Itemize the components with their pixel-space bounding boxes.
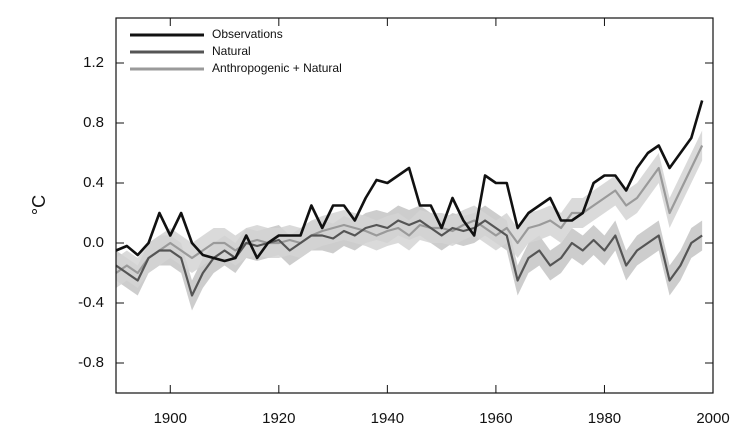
x-tick-label: 1960 <box>479 410 512 427</box>
x-tick-label: 2000 <box>696 410 729 427</box>
x-tick-label: 1920 <box>262 410 295 427</box>
y-tick-label: 1.2 <box>83 54 104 71</box>
y-tick-label: 0.0 <box>83 234 104 251</box>
legend-label: Anthropogenic + Natural <box>212 61 342 75</box>
series-line <box>115 100 704 263</box>
x-tick-label: 1940 <box>371 410 404 427</box>
x-tick-label: 1980 <box>588 410 621 427</box>
plot-frame <box>115 17 714 394</box>
legend-label: Observations <box>212 27 283 41</box>
y-axis-label: °C <box>29 195 49 215</box>
y-tick-label: 0.8 <box>83 114 104 131</box>
x-tick-label: 1900 <box>154 410 187 427</box>
series-line <box>115 145 704 275</box>
uncertainty-band <box>116 130 703 288</box>
y-tick-label: -0.8 <box>78 354 104 371</box>
y-tick-label: 0.4 <box>83 174 104 191</box>
legend-label: Natural <box>212 44 251 58</box>
y-tick-label: -0.4 <box>78 294 104 311</box>
